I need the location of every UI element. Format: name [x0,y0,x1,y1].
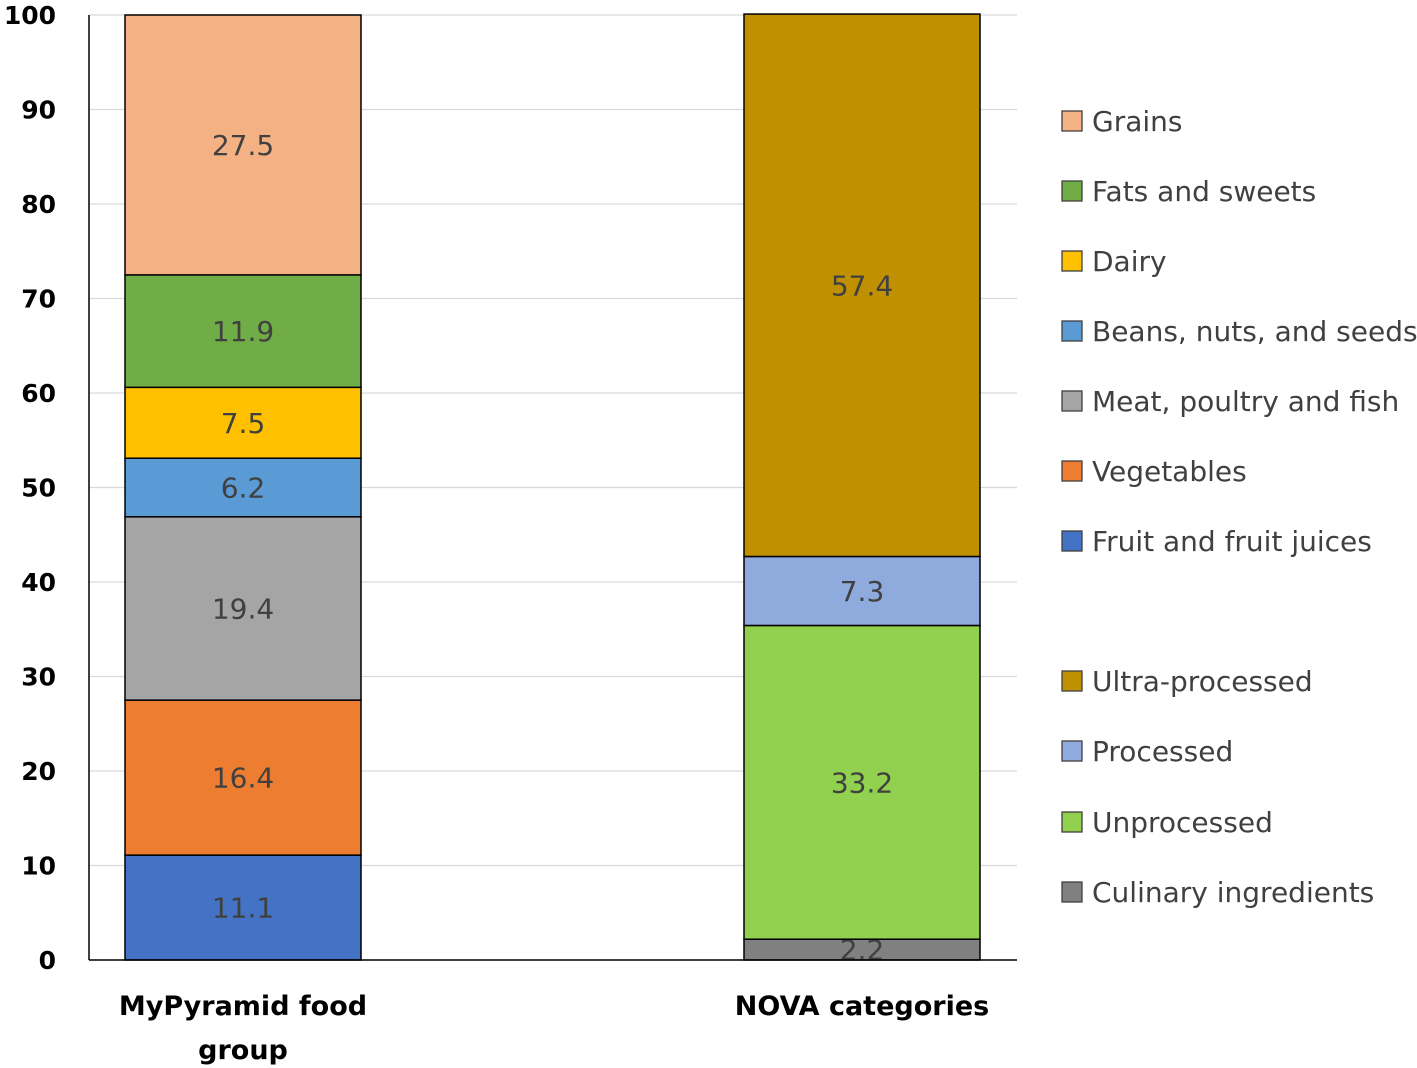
legend-swatch [1061,881,1083,903]
data-label: 7.3 [840,575,885,608]
legend-swatch [1061,811,1083,833]
legend-swatch [1061,740,1083,762]
legend-swatch [1061,180,1083,202]
bar-segment [124,699,362,856]
y-tick-label: 100 [4,1,56,30]
bar-segment [124,516,362,701]
legend-label: Grains [1092,105,1182,138]
y-tick-label: 0 [39,946,56,975]
data-label: 27.5 [212,129,274,162]
y-tick-label: 40 [21,568,56,597]
y-tick-label: 80 [21,190,56,219]
legend-label: Ultra-processed [1092,665,1313,698]
y-tick-label: 50 [21,474,56,503]
bar-segment [124,457,362,518]
legend-swatch [1061,670,1083,692]
legend-label: Fruit and fruit juices [1092,525,1372,558]
data-label: 57.4 [831,269,893,302]
legend-label: Fats and sweets [1092,175,1316,208]
bar-segment [124,14,362,276]
data-label: 7.5 [221,407,266,440]
legend-label: Dairy [1092,245,1167,278]
x-category-label: NOVA categories [735,991,989,1022]
y-tick-label: 20 [21,757,56,786]
legend-swatch [1061,250,1083,272]
x-category-label: MyPyramid food [119,991,367,1022]
legend-swatch [1061,530,1083,552]
y-tick-label: 60 [21,379,56,408]
legend-label: Vegetables [1092,455,1247,488]
bar-segment [743,624,981,940]
legend-label: Beans, nuts, and seeds [1092,315,1417,348]
bar-segment [743,555,981,627]
bar-segment [743,13,981,558]
legend-label: Culinary ingredients [1092,876,1374,909]
legend-label: Unprocessed [1092,806,1273,839]
legend-label: Meat, poultry and fish [1092,385,1399,418]
y-tick-label: 90 [21,96,56,125]
y-tick-label: 30 [21,663,56,692]
data-label: 16.4 [212,762,274,795]
legend-swatch [1061,390,1083,412]
data-label: 6.2 [221,472,266,505]
data-label: 11.1 [212,892,274,925]
data-label: 19.4 [212,592,274,625]
legend-swatch [1061,110,1083,132]
legend-swatch [1061,320,1083,342]
legend-label: Processed [1092,735,1233,768]
x-category-label: group [198,1035,288,1066]
data-label: 33.2 [831,766,893,799]
bar-segment [124,854,362,961]
data-label: 11.9 [212,315,274,348]
y-tick-label: 70 [21,285,56,314]
bar-segment [124,386,362,459]
y-tick-label: 10 [21,852,56,881]
legend-swatch [1061,460,1083,482]
